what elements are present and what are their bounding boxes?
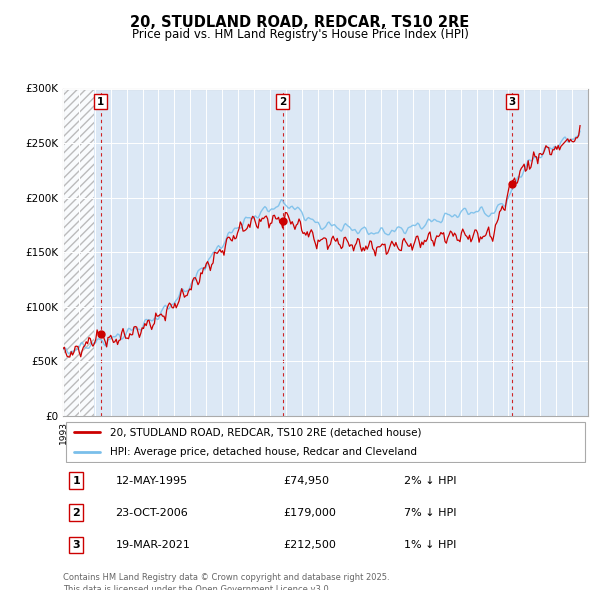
Text: 1% ↓ HPI: 1% ↓ HPI <box>404 540 457 550</box>
Text: 20, STUDLAND ROAD, REDCAR, TS10 2RE: 20, STUDLAND ROAD, REDCAR, TS10 2RE <box>130 15 470 30</box>
Text: Price paid vs. HM Land Registry's House Price Index (HPI): Price paid vs. HM Land Registry's House … <box>131 28 469 41</box>
Text: 19-MAR-2021: 19-MAR-2021 <box>115 540 190 550</box>
Text: £74,950: £74,950 <box>284 476 329 486</box>
Text: 20, STUDLAND ROAD, REDCAR, TS10 2RE (detached house): 20, STUDLAND ROAD, REDCAR, TS10 2RE (det… <box>110 427 422 437</box>
Text: HPI: Average price, detached house, Redcar and Cleveland: HPI: Average price, detached house, Redc… <box>110 447 417 457</box>
Text: 3: 3 <box>73 540 80 550</box>
Text: 2% ↓ HPI: 2% ↓ HPI <box>404 476 457 486</box>
Text: 1: 1 <box>72 476 80 486</box>
Text: 1: 1 <box>97 97 104 107</box>
FancyBboxPatch shape <box>65 422 586 462</box>
Text: Contains HM Land Registry data © Crown copyright and database right 2025.
This d: Contains HM Land Registry data © Crown c… <box>63 573 389 590</box>
Text: £179,000: £179,000 <box>284 508 337 518</box>
Text: 2: 2 <box>72 508 80 518</box>
Text: 2: 2 <box>279 97 286 107</box>
Text: 23-OCT-2006: 23-OCT-2006 <box>115 508 188 518</box>
Text: 3: 3 <box>508 97 515 107</box>
Text: 12-MAY-1995: 12-MAY-1995 <box>115 476 188 486</box>
Text: 7% ↓ HPI: 7% ↓ HPI <box>404 508 457 518</box>
Text: £212,500: £212,500 <box>284 540 337 550</box>
Bar <box>63 88 94 416</box>
